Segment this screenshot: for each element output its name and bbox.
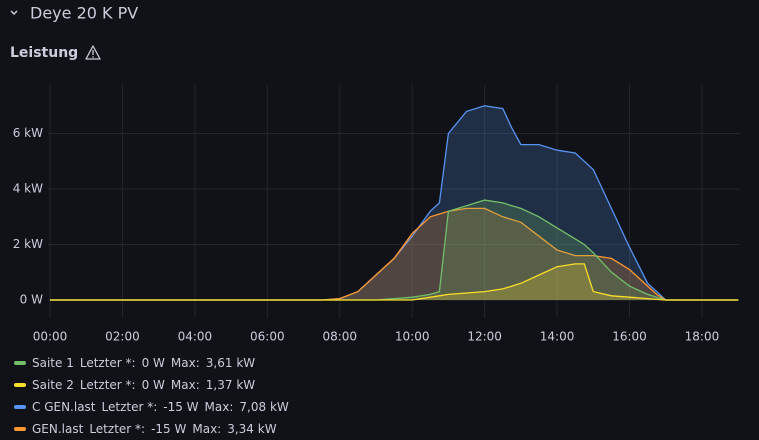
legend-stat-label: Letzter *: — [101, 400, 158, 414]
legend-name: Saite 2 — [32, 378, 74, 392]
line — [50, 207, 739, 301]
legend-last: -15 W — [163, 400, 199, 414]
legend-swatch — [14, 383, 26, 387]
legend-stat-label: Max: — [204, 400, 234, 414]
page: Deye 20 K PV Leistung 0 W 2 kW 4 kW 6 kW 00:… — [10, 3, 740, 436]
legend-swatch — [14, 361, 26, 365]
collapse-chevron[interactable] — [10, 10, 18, 16]
legend-swatch — [14, 427, 26, 431]
x-tick-label: 08:00 — [322, 330, 357, 344]
legend-stat-label: Letzter *: — [79, 356, 136, 370]
panel-title: Leistung — [10, 45, 78, 61]
warning-icon[interactable] — [85, 45, 101, 60]
legend-item[interactable]: GEN.last Letzter *: -15 W Max: 3,34 kW — [14, 418, 283, 440]
x-tick-label: 18:00 — [685, 330, 720, 344]
legend-stat-label: Letzter *: — [79, 378, 136, 392]
legend-name: C GEN.last — [32, 400, 96, 414]
y-tick-label: 4 kW — [13, 182, 43, 196]
legend-item[interactable]: C GEN.last Letzter *: -15 W Max: 7,08 kW — [14, 396, 295, 418]
y-tick-label: 2 kW — [13, 237, 43, 251]
legend: Saite 1 Letzter *: 0 W Max: 3,61 kW Saite 2 Le… — [14, 352, 534, 440]
legend-stat-label: Letzter *: — [89, 422, 146, 436]
x-tick-label: 10:00 — [395, 330, 430, 344]
x-tick-label: 14:00 — [540, 330, 575, 344]
area — [50, 105, 739, 300]
y-tick-label: 0 W — [20, 292, 43, 306]
legend-stat-label: Max: — [192, 422, 222, 436]
area — [50, 200, 739, 300]
legend-item[interactable]: Saite 2 Letzter *: 0 W Max: 1,37 kW — [14, 374, 261, 396]
legend-stat-label: Max: — [170, 378, 200, 392]
area — [50, 208, 739, 300]
panel: Deye 20 K PV Leistung 0 W 2 kW 4 kW 6 kW 00:… — [10, 4, 740, 344]
legend-stat-label: Max: — [170, 356, 200, 370]
x-tick-label: 04:00 — [178, 330, 213, 344]
x-tick-label: 00:00 — [33, 330, 68, 344]
legend-item[interactable]: Saite 1 Letzter *: 0 W Max: 3,61 kW — [14, 352, 261, 374]
area — [50, 263, 739, 300]
legend-name: Saite 1 — [32, 356, 74, 370]
x-tick-label: 16:00 — [612, 330, 647, 344]
legend-max: 1,37 kW — [205, 378, 256, 392]
legend-name: GEN.last — [32, 422, 84, 436]
x-tick-label: 02:00 — [105, 330, 140, 344]
legend-last: 0 W — [141, 356, 165, 370]
line — [50, 263, 739, 301]
legend-max: 3,61 kW — [205, 356, 256, 370]
legend-swatch — [14, 405, 26, 409]
legend-last: -15 W — [151, 422, 187, 436]
legend-max: 3,34 kW — [227, 422, 277, 436]
row-title[interactable]: Deye 20 K PV — [30, 4, 138, 23]
y-tick-label: 6 kW — [13, 126, 43, 140]
legend-max: 7,08 kW — [239, 400, 289, 414]
legend-last: 0 W — [141, 378, 165, 392]
x-tick-label: 12:00 — [467, 330, 502, 344]
x-tick-label: 06:00 — [250, 330, 285, 344]
